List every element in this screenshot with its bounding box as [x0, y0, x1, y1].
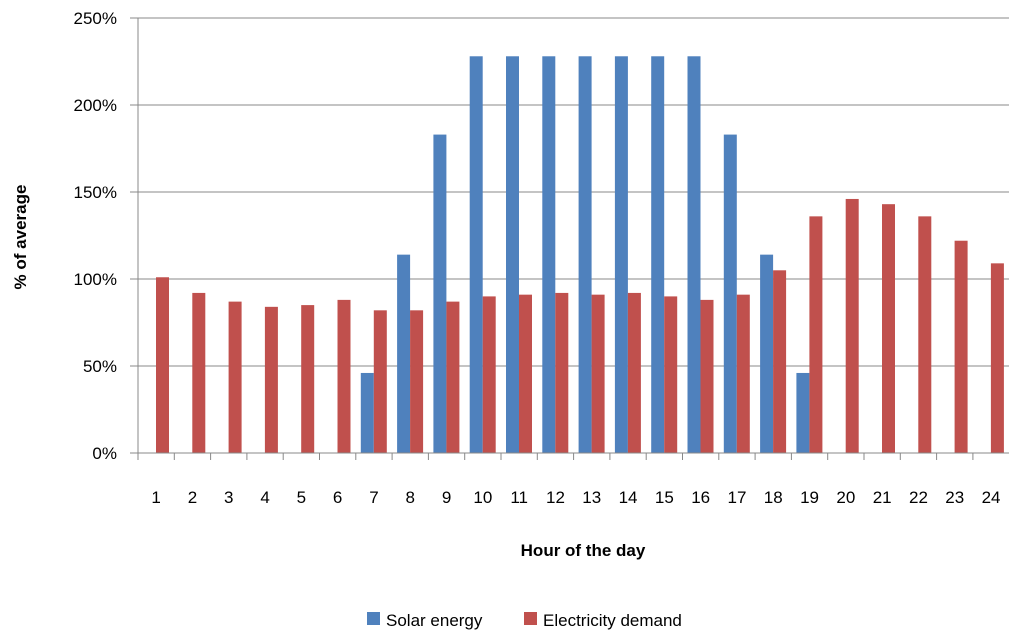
x-axis-title: Hour of the day [521, 541, 646, 560]
bar-solar-energy-11 [506, 56, 519, 453]
bar-solar-energy-7 [360, 372, 374, 453]
bars [156, 56, 1004, 453]
bar-solar-energy-13 [578, 56, 592, 453]
bar-electricity-demand-14 [627, 292, 641, 453]
x-tick-label: 22 [909, 488, 928, 507]
bar-solar-energy-9 [433, 134, 447, 453]
bar-electricity-demand-9 [446, 301, 460, 453]
bar-electricity-demand-18 [773, 270, 787, 453]
bar-solar-energy-8 [397, 254, 411, 453]
bar-solar-energy-19 [796, 372, 810, 453]
bar-electricity-demand-3 [228, 301, 242, 453]
bar-electricity-demand-21 [882, 204, 895, 453]
axes [137, 18, 1009, 460]
bar-solar-energy-16 [687, 56, 701, 453]
legend-swatch-electricity-demand [524, 612, 537, 625]
x-tick-label: 18 [764, 488, 783, 507]
bar-electricity-demand-15 [664, 296, 678, 453]
bar-solar-energy-10 [469, 56, 483, 453]
x-tick-label: 5 [297, 488, 306, 507]
x-tick-label: 16 [691, 488, 710, 507]
bar-solar-energy-17 [723, 134, 737, 453]
bar-solar-energy-15 [651, 56, 665, 453]
x-tick-label: 7 [369, 488, 378, 507]
x-tick-label: 13 [582, 488, 601, 507]
bar-electricity-demand-19 [809, 216, 823, 453]
x-tick-label: 6 [333, 488, 342, 507]
x-tick-labels: 1 2 3 4 5 6 7 8 9 10 11 12 13 14 15 16 17 18 19 20 21 22 23 24 [151, 488, 1000, 507]
x-tick-label: 8 [406, 488, 415, 507]
x-tick-label: 20 [836, 488, 855, 507]
x-tick-label: 11 [510, 488, 528, 507]
bar-electricity-demand-8 [410, 310, 424, 453]
bar-electricity-demand-4 [264, 306, 278, 453]
x-tick-label: 2 [188, 488, 197, 507]
y-tick-label: 200% [74, 96, 117, 115]
y-tick-labels: 0% 50% 100% 150% 200% 250% [74, 9, 117, 463]
x-tick-label: 9 [442, 488, 451, 507]
x-tick-label: 17 [727, 488, 746, 507]
bar-electricity-demand-6 [337, 299, 351, 453]
bar-solar-energy-14 [614, 56, 628, 453]
bar-electricity-demand-13 [591, 294, 605, 453]
y-axis-title: % of average [11, 185, 30, 290]
bar-electricity-demand-5 [301, 305, 315, 453]
y-tick-label: 250% [74, 9, 117, 28]
bar-electricity-demand-11 [519, 294, 532, 453]
y-tick-label: 50% [83, 357, 117, 376]
bar-electricity-demand-23 [954, 240, 968, 453]
bar-electricity-demand-24 [990, 263, 1004, 453]
x-tick-label: 21 [873, 488, 892, 507]
legend-label-solar-energy: Solar energy [386, 611, 483, 630]
legend-label-electricity-demand: Electricity demand [543, 611, 682, 630]
legend: Solar energy Electricity demand [367, 611, 682, 630]
x-tick-label: 12 [546, 488, 565, 507]
bar-electricity-demand-12 [555, 292, 569, 453]
x-tick-label: 19 [800, 488, 819, 507]
x-tick-label: 4 [260, 488, 269, 507]
x-tick-label: 24 [982, 488, 1001, 507]
y-tick-label: 150% [74, 183, 117, 202]
bar-electricity-demand-10 [482, 296, 496, 453]
gridlines [130, 17, 1009, 454]
x-tick-label: 3 [224, 488, 233, 507]
bar-electricity-demand-7 [373, 310, 387, 453]
bar-electricity-demand-20 [845, 198, 859, 453]
y-tick-label: 0% [92, 444, 117, 463]
bar-electricity-demand-17 [736, 294, 750, 453]
x-tick-label: 1 [151, 488, 160, 507]
bar-electricity-demand-1 [156, 277, 169, 453]
legend-swatch-solar-energy [367, 612, 380, 625]
bar-electricity-demand-16 [700, 299, 714, 453]
x-tick-label: 10 [473, 488, 492, 507]
y-tick-label: 100% [74, 270, 117, 289]
x-tick-label: 15 [655, 488, 674, 507]
bar-electricity-demand-2 [192, 292, 206, 453]
bar-solar-energy-18 [760, 254, 774, 453]
bar-solar-energy-12 [542, 56, 556, 453]
x-tick-label: 14 [619, 488, 638, 507]
bar-electricity-demand-22 [918, 216, 932, 453]
x-tick-label: 23 [945, 488, 964, 507]
